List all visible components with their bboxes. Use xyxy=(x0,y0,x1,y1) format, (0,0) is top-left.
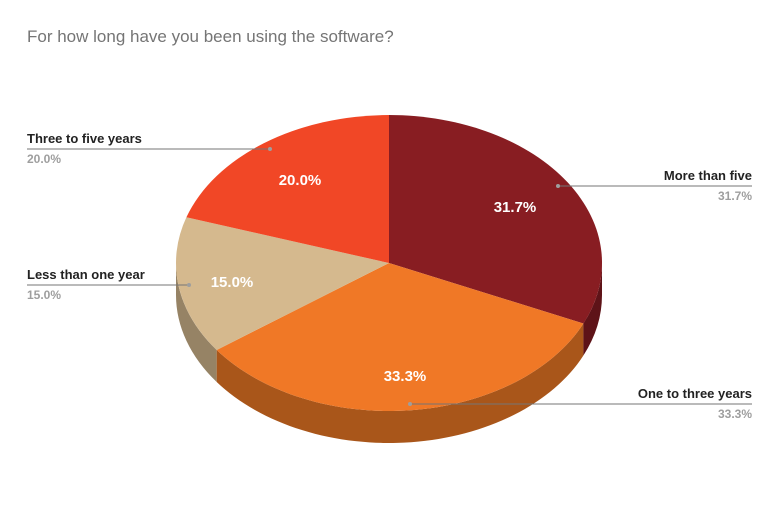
leader-dots xyxy=(187,147,560,406)
legend-pct-more-than-five: 31.7% xyxy=(717,189,752,203)
slice-less-than-one-year[interactable] xyxy=(175,217,389,350)
value-label-less-than-one-year: 15.0% xyxy=(211,274,254,291)
slice-three-to-five-years[interactable] xyxy=(186,115,389,263)
legend-label-more-than-five: More than five xyxy=(663,168,752,183)
leader-lines xyxy=(27,148,752,405)
slice-one-to-three-years[interactable] xyxy=(216,263,584,411)
legend-label-one-to-three-years: One to three years xyxy=(637,386,752,401)
legend-label-three-to-five-years: Three to five years xyxy=(27,131,142,146)
slice-side-less-than-one-year xyxy=(176,263,217,382)
value-label-three-to-five-years: 20.0% xyxy=(279,172,322,189)
value-label-one-to-three-years: 33.3% xyxy=(384,368,427,385)
legend-label-less-than-one-year: Less than one year xyxy=(27,267,145,282)
legend-pct-three-to-five-years: 20.0% xyxy=(27,152,62,166)
slice-side-more-than-five xyxy=(583,263,602,356)
legend-pct-less-than-one-year: 15.0% xyxy=(27,288,62,302)
value-label-more-than-five: 31.7% xyxy=(494,199,537,216)
chart-title: For how long have you been using the sof… xyxy=(27,27,394,46)
slice-more-than-five[interactable] xyxy=(389,115,603,324)
legend-pct-one-to-three-years: 33.3% xyxy=(717,407,752,421)
slice-side-one-to-three-years xyxy=(216,323,584,443)
